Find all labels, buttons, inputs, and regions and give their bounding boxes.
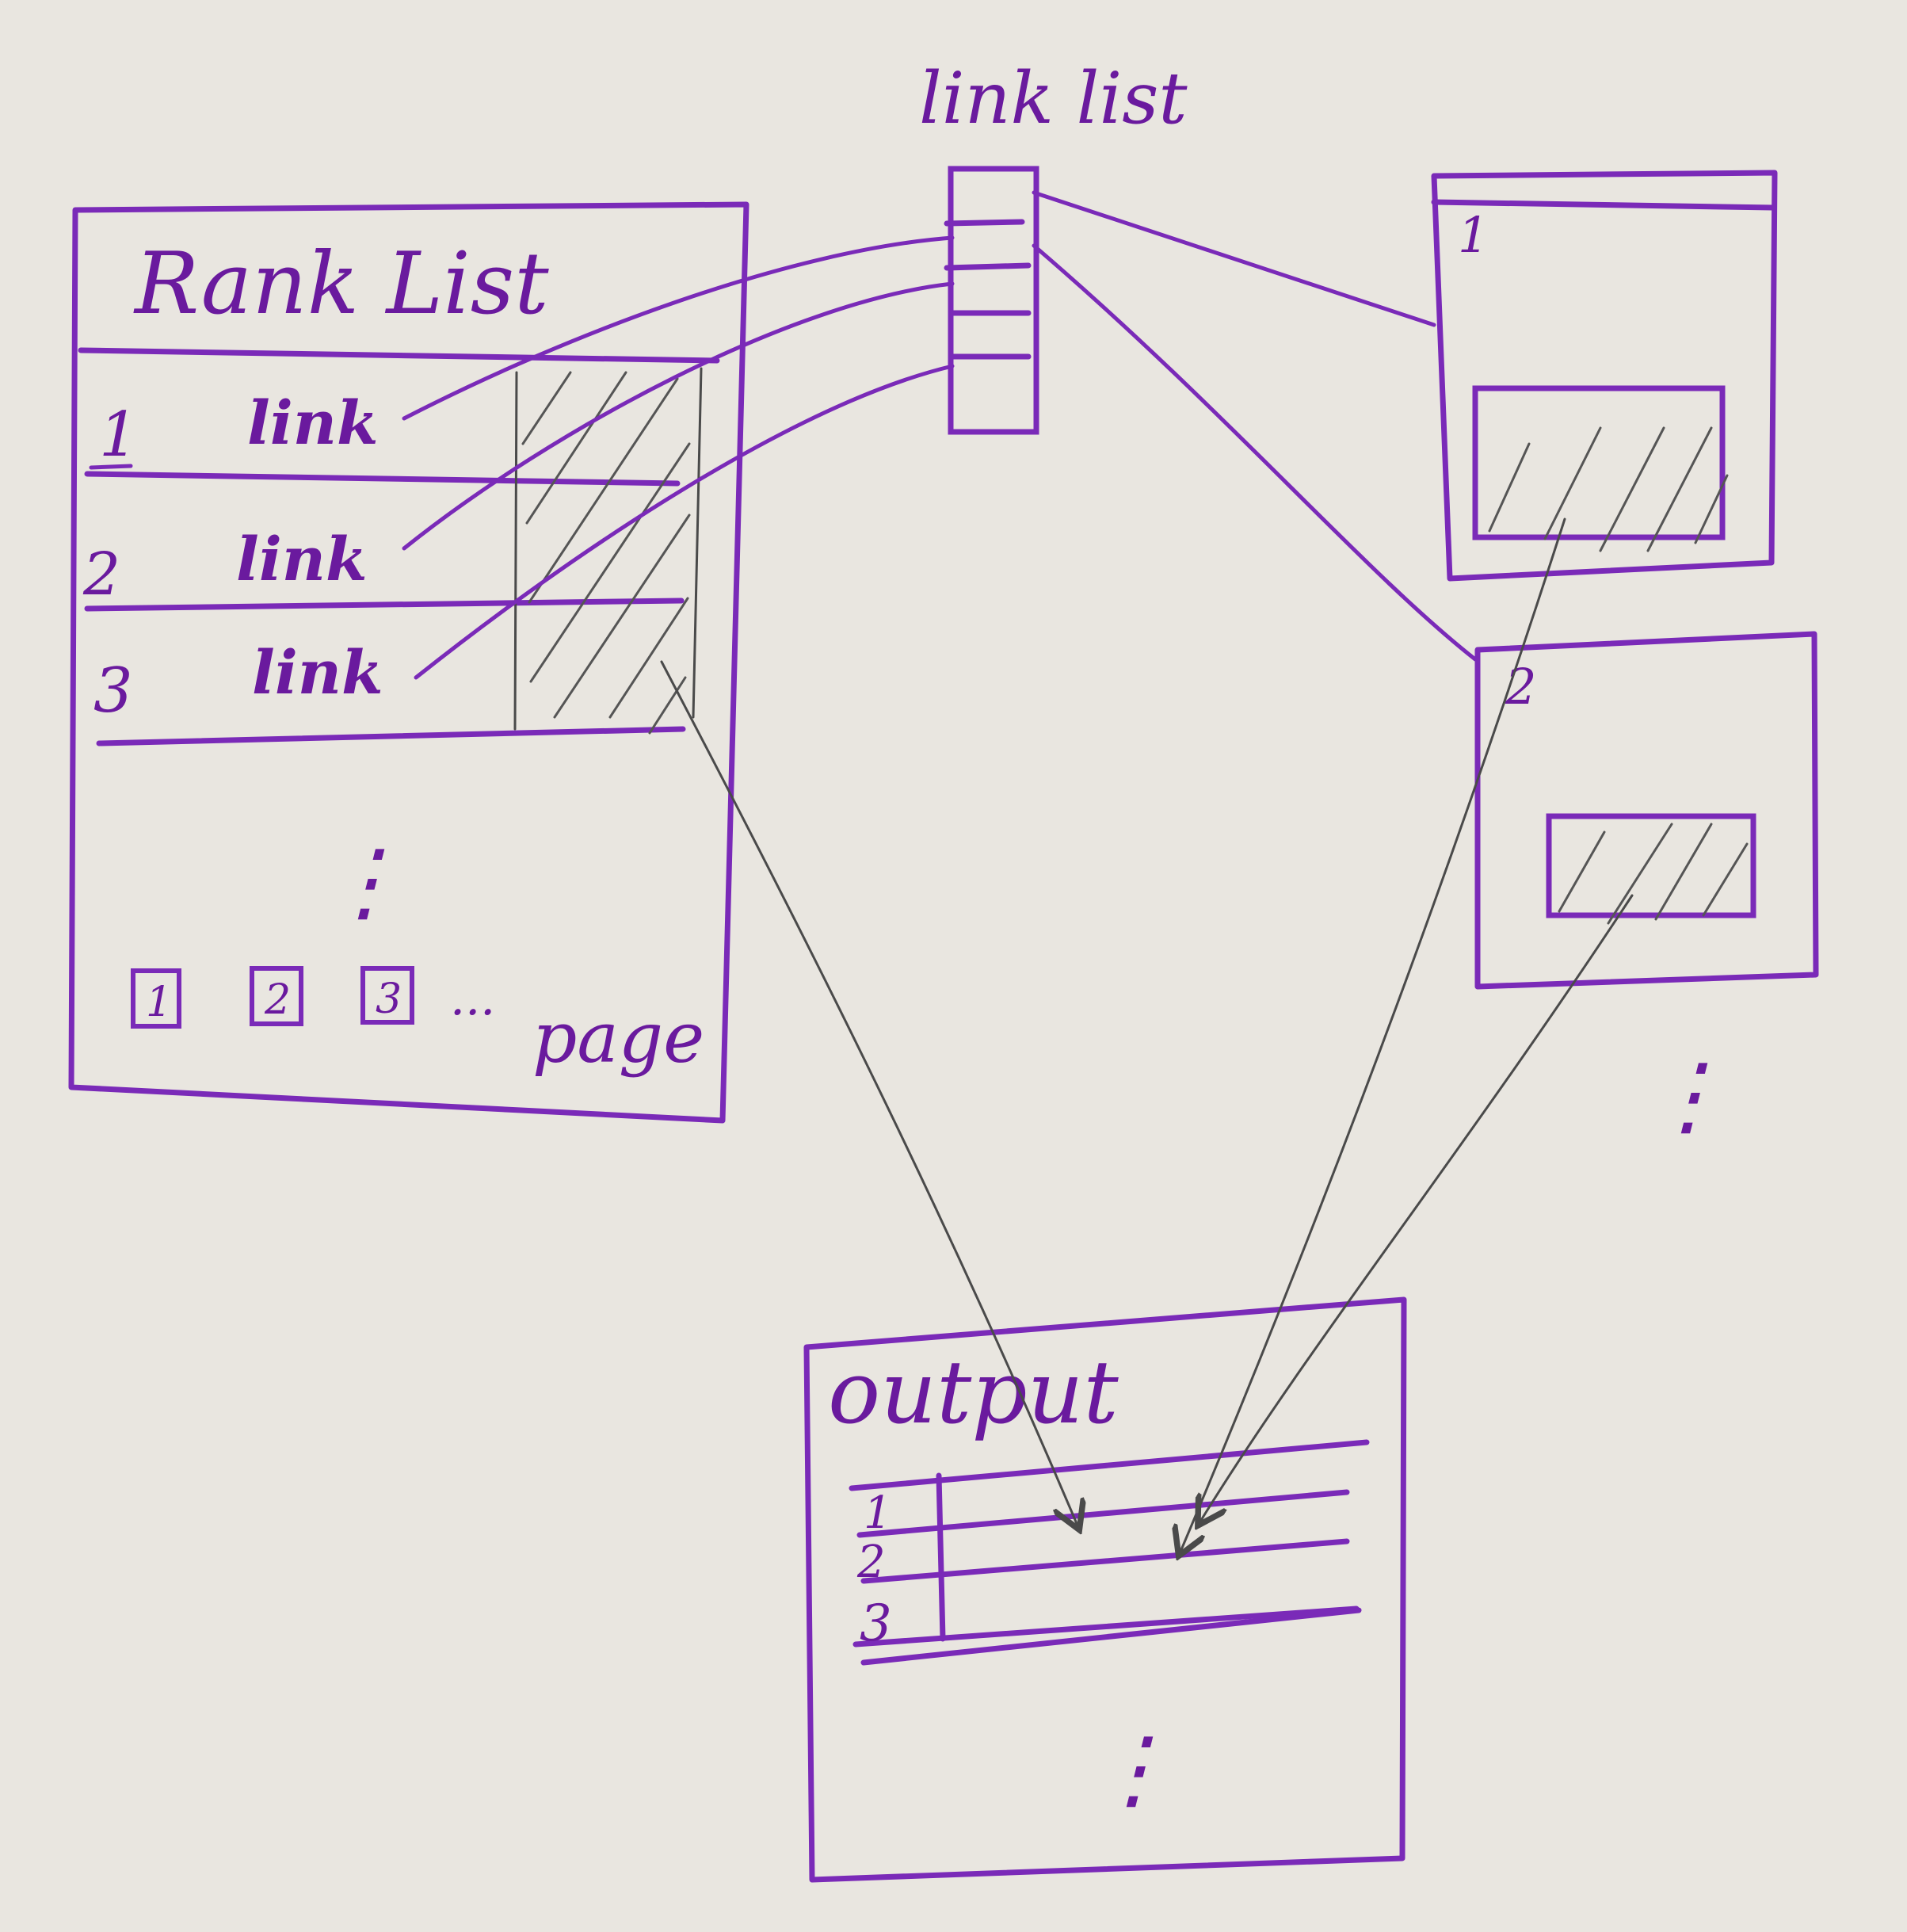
rank-link[interactable]: link: [247, 388, 379, 458]
rank-number: 2: [82, 540, 120, 609]
hatch-line: [1543, 426, 1602, 540]
hatch-line: [1702, 842, 1749, 917]
hatch-line: [1646, 426, 1713, 552]
connector-page-1: [1032, 190, 1436, 327]
connector-page-2: [1032, 243, 1478, 662]
output-border: [803, 1296, 1407, 1883]
link-list-slot-divider: [944, 262, 1032, 271]
rank-list-header-divider: [78, 347, 720, 364]
detail-page-border: [1474, 631, 1819, 990]
hatch-line: [553, 514, 691, 719]
rank-number: 3: [93, 655, 133, 727]
page-button-1[interactable]: 1: [131, 968, 181, 1029]
detail-page-extract-box: [1546, 813, 1756, 918]
rank-list-title: Rank List: [133, 235, 549, 334]
detail-page-hatch: [1558, 823, 1749, 925]
pagination-label: page: [532, 997, 704, 1079]
rank-row-1[interactable]: 1 link: [89, 388, 379, 471]
hatch-line: [648, 676, 687, 735]
rank-list-border: [68, 201, 749, 1124]
rank-row-divider: [96, 726, 686, 746]
rank-underline: [89, 464, 133, 470]
page-button-2[interactable]: 2: [250, 966, 303, 1026]
link-list-box: [948, 166, 1039, 435]
link-list-title: link list: [919, 57, 1188, 140]
hatch-border-right: [692, 367, 703, 719]
page-box: [360, 966, 414, 1025]
page-number: 2: [264, 976, 291, 1024]
hatch-line: [1694, 474, 1729, 544]
output-title: output: [828, 1342, 1119, 1443]
hatch-line: [521, 371, 572, 445]
hatch-line: [1488, 442, 1531, 533]
hatch-line: [1599, 426, 1665, 552]
page-button-3[interactable]: 3: [360, 966, 414, 1025]
arrow-from-detail-page-1: [1180, 517, 1566, 1552]
output-index-divider: [936, 1472, 946, 1642]
output-panel: output 1 2 3 ⋮: [803, 1296, 1407, 1883]
detail-page-2: 2: [1474, 631, 1819, 990]
hatch-line: [529, 442, 691, 683]
detail-page-1: 1: [1431, 170, 1778, 582]
page-number: 3: [376, 976, 402, 1023]
connector-link-1: [402, 235, 955, 421]
hatch-line: [1607, 823, 1673, 925]
rank-row-3[interactable]: 3 link: [93, 637, 383, 727]
page-box: [131, 968, 181, 1029]
output-row-number: 1: [864, 1487, 892, 1539]
extract-arrows: [660, 517, 1634, 1552]
rank-list-ellipsis: ⋮: [321, 830, 408, 932]
hatch-line: [528, 377, 679, 604]
hatch-line: [1558, 830, 1606, 913]
rank-row-2[interactable]: 2 link: [82, 524, 368, 609]
output-row-number: 2: [856, 1537, 886, 1588]
output-row-line: [852, 1606, 1360, 1648]
output-row-line: [860, 1607, 1362, 1666]
arrow-from-detail-page-2: [1200, 894, 1634, 1522]
link-connectors: [402, 235, 955, 680]
link-list-slot-divider: [944, 219, 1025, 227]
connector-link-2: [402, 281, 955, 551]
pagination: 1 2 3 ... page: [131, 966, 704, 1079]
output-row-line: [860, 1538, 1350, 1584]
arrow-from-rank-list: [660, 660, 1077, 1525]
rank-link[interactable]: link: [236, 524, 368, 594]
detail-page-header-line: [1431, 199, 1776, 211]
hatch-border-left: [513, 371, 518, 731]
rank-number: 1: [99, 399, 139, 471]
hatch-line: [608, 597, 689, 719]
output-row-number: 3: [860, 1594, 892, 1653]
pagination-more: ...: [450, 971, 495, 1026]
detail-page-border: [1431, 170, 1778, 582]
detail-page-hatch: [1488, 426, 1729, 552]
page-box: [250, 966, 303, 1026]
rank-list-hatched-region: [513, 367, 703, 735]
page-number: 1: [146, 979, 172, 1026]
rank-row-divider: [84, 471, 681, 487]
rank-list-panel: Rank List 1 link 2 link 3 link: [68, 201, 749, 1124]
detail-page-number: 1: [1458, 206, 1489, 264]
rank-link[interactable]: link: [252, 637, 383, 708]
hatch-line: [1654, 823, 1713, 921]
page-connectors: [1032, 190, 1478, 662]
detail-pages-ellipsis: ⋮: [1644, 1044, 1731, 1146]
output-ellipsis: ⋮: [1089, 1718, 1177, 1819]
output-row-line: [856, 1489, 1350, 1538]
rank-row-divider: [84, 598, 685, 612]
output-row-line: [849, 1439, 1370, 1491]
link-list: link list: [919, 57, 1188, 435]
connector-link-3: [414, 364, 955, 680]
hatch-line: [525, 371, 627, 525]
detail-page-extract-box: [1472, 385, 1726, 540]
